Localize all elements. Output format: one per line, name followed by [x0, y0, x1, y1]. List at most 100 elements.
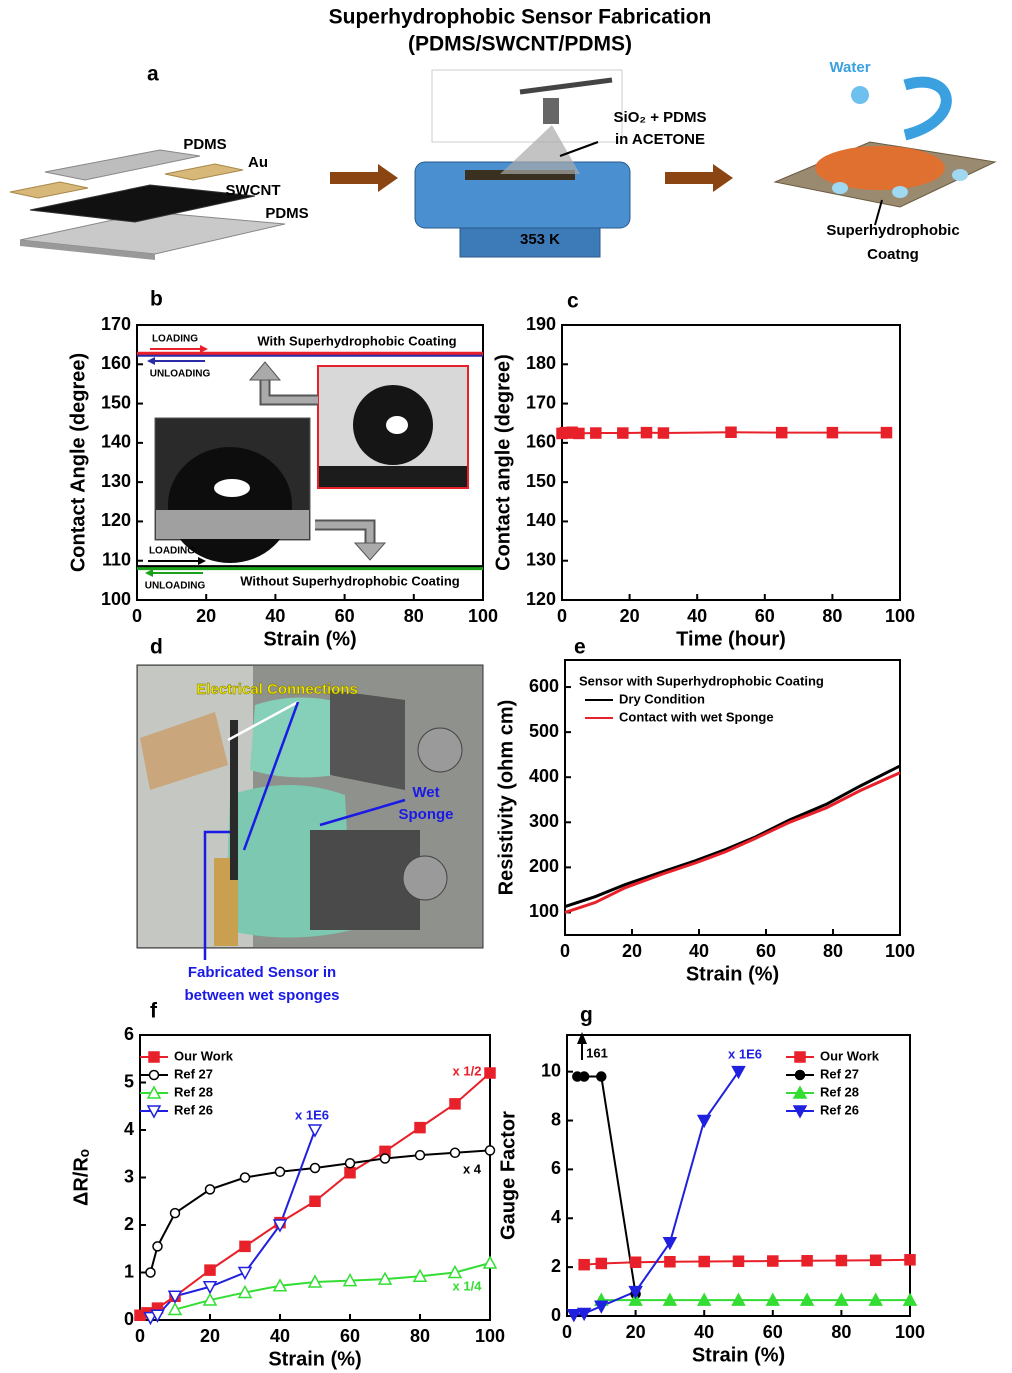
- data-point: [731, 1065, 746, 1080]
- y-tick-label: 4: [124, 1119, 134, 1139]
- annotation: UNLOADING: [150, 369, 211, 380]
- data-point: [801, 1255, 813, 1267]
- panel-label: a: [147, 63, 159, 86]
- y-axis-label: Contact angle (degree): [492, 354, 514, 571]
- panel-label: g: [580, 1004, 593, 1027]
- x-tick-label: 20: [620, 606, 640, 626]
- data-point: [309, 1195, 321, 1207]
- data-point: [447, 1264, 463, 1279]
- y-tick-label: 200: [529, 856, 559, 876]
- layer-label: PDMS: [265, 205, 308, 222]
- legend-marker: [148, 1051, 160, 1063]
- x-tick-label: 40: [689, 941, 709, 961]
- pointer-arrow: [203, 830, 230, 960]
- y-axis-label: Contact Angle (degree): [67, 353, 89, 572]
- pointer-arrow: [559, 141, 599, 157]
- pointer-arrow: [227, 700, 299, 742]
- x-tick-label: 80: [823, 941, 843, 961]
- y-tick-label: 160: [526, 432, 556, 452]
- data-point: [596, 1071, 607, 1082]
- data-point: [629, 1256, 642, 1268]
- photo-caption: Fabricated Sensor in: [188, 964, 336, 981]
- x-tick-label: 80: [410, 1326, 430, 1346]
- data-point: [152, 1241, 163, 1252]
- annotation: LOADING: [152, 334, 198, 345]
- y-tick-label: 600: [529, 676, 559, 696]
- y-tick-label: 180: [526, 353, 556, 373]
- data-point: [204, 1264, 216, 1276]
- data-point: [377, 1271, 393, 1285]
- data-point: [578, 1258, 590, 1271]
- y-tick-label: 130: [101, 471, 131, 491]
- y-tick-label: 6: [124, 1024, 134, 1044]
- x-tick-label: 20: [196, 606, 216, 626]
- legend-label: Our Work: [820, 1048, 880, 1063]
- annotation: LOADING: [149, 546, 195, 557]
- data-point: [167, 1290, 183, 1304]
- series-line: [564, 771, 901, 914]
- annotation: x 1E6: [728, 1046, 762, 1061]
- x-tick-label: 100: [895, 1322, 925, 1342]
- coating-label: Coatng: [867, 246, 919, 263]
- glint: [214, 479, 250, 497]
- legend-label: Ref 27: [174, 1066, 213, 1081]
- data-point: [662, 1292, 678, 1306]
- y-tick-label: 150: [101, 392, 131, 412]
- pdms-layer: [19, 211, 286, 255]
- x-tick-label: 0: [132, 606, 142, 626]
- x-axis-label: Time (hour): [676, 628, 786, 650]
- x-tick-label: 20: [626, 1322, 646, 1342]
- layer-label: SWCNT: [226, 182, 281, 199]
- x-tick-label: 100: [885, 606, 915, 626]
- data-point: [834, 1292, 849, 1306]
- y-tick-label: 100: [101, 589, 131, 609]
- y-tick-label: 0: [551, 1305, 561, 1325]
- data-point: [202, 1292, 218, 1306]
- pointer-arrow: [319, 798, 406, 827]
- data-point: [628, 1292, 643, 1306]
- layer-label: Au: [248, 154, 268, 171]
- glint: [386, 416, 408, 434]
- figure-subtitle: (PDMS/SWCNT/PDMS): [408, 33, 632, 56]
- data-point: [150, 1309, 165, 1323]
- y-tick-label: 300: [529, 811, 559, 831]
- data-point: [657, 427, 670, 439]
- y-tick-label: 2: [124, 1214, 134, 1234]
- connector: [140, 712, 228, 790]
- y-tick-label: 130: [526, 549, 556, 569]
- photo-label: Electrical Connections: [196, 681, 358, 698]
- series-line: [149, 1149, 491, 1273]
- y-tick-label: 170: [526, 392, 556, 412]
- x-tick-label: 20: [200, 1326, 220, 1346]
- legend-marker: [794, 1069, 806, 1081]
- clamp: [330, 690, 405, 790]
- y-tick-label: 150: [526, 471, 556, 491]
- x-axis-label: Strain (%): [692, 1344, 785, 1366]
- data-point: [482, 1255, 498, 1269]
- airbrush: [543, 98, 559, 124]
- legend-label: Ref 26: [174, 1102, 213, 1117]
- legend-marker: [146, 1085, 162, 1099]
- y-tick-label: 1: [124, 1261, 134, 1281]
- clamp-knob: [417, 727, 463, 773]
- process-arrow: [665, 172, 715, 184]
- annotation: x 1E6: [295, 1107, 329, 1122]
- legend-marker: [146, 1105, 162, 1119]
- plot-frame: [136, 324, 484, 601]
- x-tick-label: 60: [763, 1322, 783, 1342]
- x-tick-label: 0: [557, 606, 567, 626]
- inset-arrow: [261, 378, 318, 404]
- data-point: [628, 1285, 643, 1300]
- legend-label: Contact with wet Sponge: [619, 709, 774, 724]
- x-tick-label: 80: [404, 606, 424, 626]
- process-arrow: [330, 172, 380, 184]
- spray-cone: [500, 125, 580, 174]
- data-point: [307, 1274, 323, 1288]
- x-tick-label: 0: [562, 1322, 572, 1342]
- x-axis-label: Strain (%): [268, 1348, 361, 1370]
- data-point: [696, 1114, 712, 1129]
- y-tick-label: 140: [101, 432, 131, 452]
- inset-arrow: [248, 361, 282, 381]
- x-tick-label: 0: [135, 1326, 145, 1346]
- series-line: [564, 764, 901, 909]
